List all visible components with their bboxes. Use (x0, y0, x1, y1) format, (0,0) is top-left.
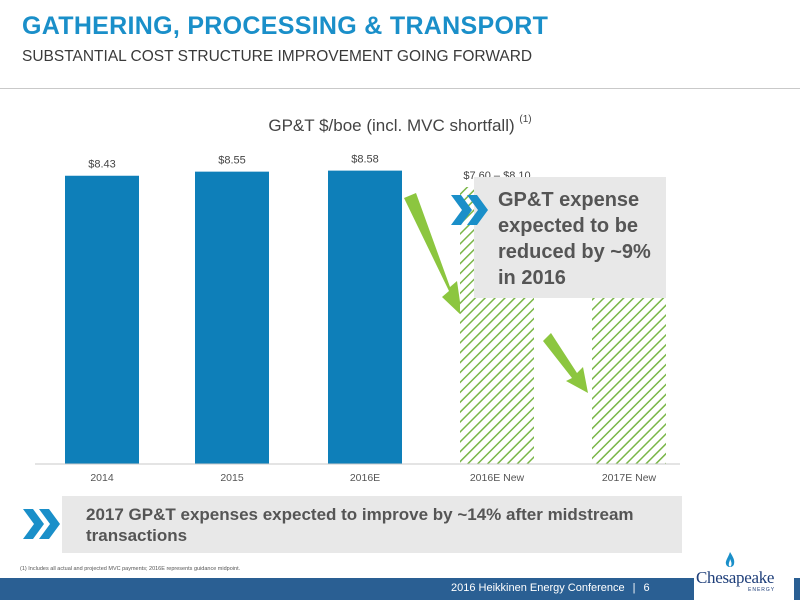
bottom-callout-text: 2017 GP&T expenses expected to improve b… (86, 505, 634, 545)
x-tick-label: 2015 (220, 472, 244, 484)
x-tick-label: 2017E New (602, 472, 657, 484)
bottom-callout: 2017 GP&T expenses expected to improve b… (62, 496, 682, 553)
page-subtitle: SUBSTANTIAL COST STRUCTURE IMPROVEMENT G… (22, 48, 533, 65)
data-label: $8.43 (88, 159, 116, 171)
footer-text: 2016 Heikkinen Energy Conference | 6 (451, 582, 650, 594)
expense-callout: GP&T expense expected to be reduced by ~… (474, 177, 666, 298)
data-label: $8.55 (218, 155, 246, 167)
trend-arrows (404, 193, 588, 393)
x-tick-label: 2016E New (470, 472, 525, 484)
company-logo: Chesapeake ENERGY (694, 550, 794, 600)
bar-2016e (328, 170, 402, 464)
chart-title-footnote-ref: (1) (519, 114, 532, 125)
double-chevron-icon (451, 195, 488, 225)
x-tick-label: 2014 (90, 472, 114, 484)
header-divider (0, 88, 800, 89)
expense-callout-text: GP&T expense expected to be reduced by ~… (498, 189, 651, 289)
logo-wordmark: Chesapeake (696, 568, 775, 587)
footer-event: 2016 Heikkinen Energy Conference (451, 582, 625, 594)
footer-separator: | (632, 582, 636, 594)
page-number: 6 (643, 582, 650, 594)
logo-subtitle: ENERGY (748, 587, 776, 593)
flame-icon (725, 552, 735, 567)
bar-2015 (195, 171, 269, 465)
page-title: GATHERING, PROCESSING & TRANSPORT (22, 12, 549, 40)
footnote: (1) Includes all actual and projected MV… (20, 566, 241, 572)
chart-title: GP&T $/boe (incl. MVC shortfall) (1) (0, 114, 800, 136)
double-chevron-icon (23, 509, 60, 539)
trend-arrow-2 (543, 333, 588, 393)
footer-bar (0, 578, 800, 600)
bar-2014 (65, 175, 139, 464)
chart-title-text: GP&T $/boe (incl. MVC shortfall) (268, 116, 515, 135)
x-tick-label: 2016E (350, 472, 380, 484)
data-label: $8.58 (351, 154, 379, 166)
trend-arrow-1 (404, 193, 462, 316)
